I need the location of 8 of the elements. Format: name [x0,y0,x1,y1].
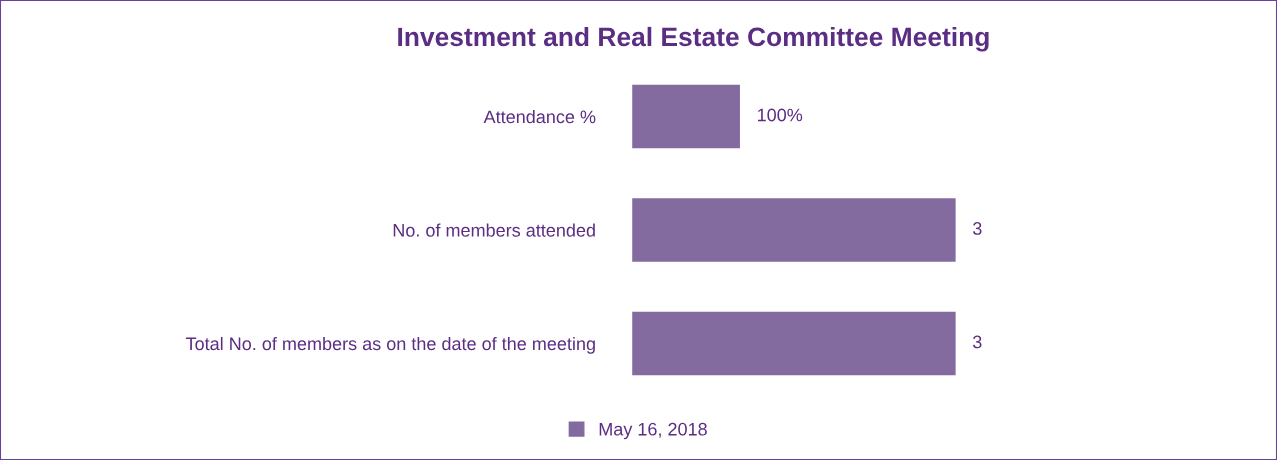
y-tick-label: No. of members attended [393,223,595,237]
data-label: 100% [757,108,803,122]
data-label: 3 [972,222,982,235]
data-label: 3 [972,335,982,349]
legend-label: May 16, 2018 [599,422,707,440]
y-tick-label: Attendance % [483,109,596,124]
chart-title: Investment and Real Estate Committee Meeting [398,26,989,52]
y-tick-label: Total No. of members as on the date of the meeting [185,336,595,354]
